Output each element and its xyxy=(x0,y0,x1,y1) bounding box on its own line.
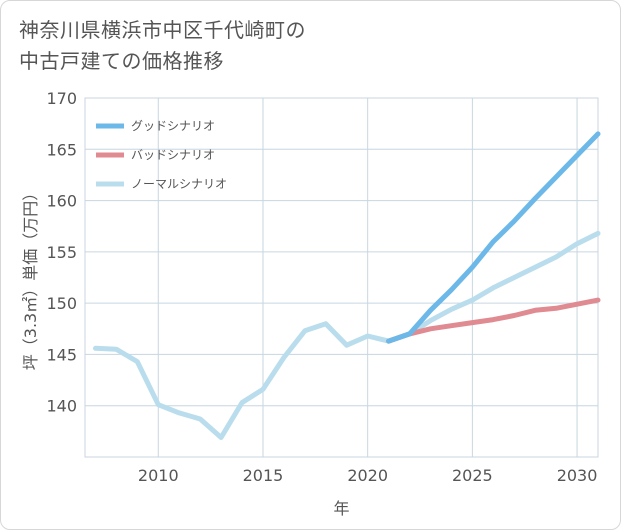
series-line-1 xyxy=(386,297,601,344)
series-line-2 xyxy=(93,230,601,440)
x-tick-label: 2010 xyxy=(138,466,179,485)
y-tick-label: 170 xyxy=(46,89,77,108)
y-tick-label: 150 xyxy=(46,294,77,313)
x-tick-label: 2015 xyxy=(243,466,284,485)
y-tick-label: 145 xyxy=(46,345,77,364)
x-axis-title: 年 xyxy=(333,499,349,518)
legend-label-0: グッドシナリオ xyxy=(131,119,215,133)
y-tick-label: 165 xyxy=(46,140,77,159)
x-tick-label: 2025 xyxy=(452,466,493,485)
legend-label-1: バッドシナリオ xyxy=(131,148,215,162)
y-tick-label: 160 xyxy=(46,192,77,211)
y-tick-label: 155 xyxy=(46,243,77,262)
y-axis-title: 坪（3.3㎡）単価（万円） xyxy=(21,185,40,370)
axes: 140 145 150 155 160 165 170 2010 2015 2020 2025 203… xyxy=(21,89,597,518)
x-tick-label: 2030 xyxy=(557,466,598,485)
legend-label-2: ノーマルシナリオ xyxy=(131,177,227,191)
chart-title: 神奈川県横浜市中区千代崎町の 中古戸建ての価格推移 xyxy=(19,18,306,73)
x-tick-label: 2020 xyxy=(347,466,388,485)
y-tick-label: 140 xyxy=(46,397,77,416)
series-line-0 xyxy=(386,131,601,344)
series-lines xyxy=(93,131,601,440)
